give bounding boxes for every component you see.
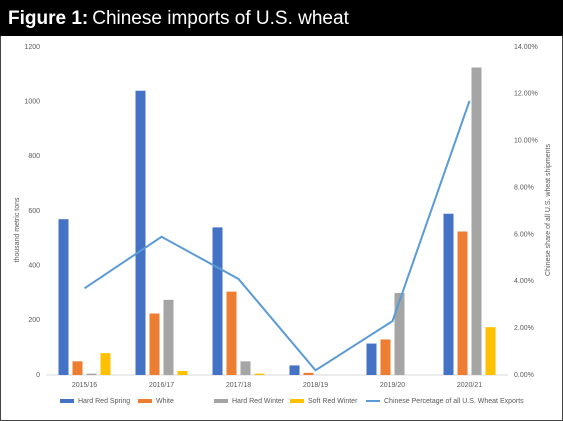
bar: [443, 213, 454, 375]
y-tick-label: 400: [28, 263, 40, 270]
bar: [100, 353, 111, 375]
bar: [240, 361, 251, 375]
x-tick-label: 2017/18: [226, 382, 251, 389]
legend-label: Hard Red Spring: [78, 398, 130, 405]
bar: [72, 361, 83, 375]
y-axis-title: thousand metric tons: [14, 197, 21, 262]
x-tick-label: 2016/17: [149, 382, 174, 389]
bar: [303, 372, 314, 375]
bar: [394, 293, 405, 375]
bar: [58, 219, 69, 375]
bar: [254, 373, 265, 375]
y2-tick-label: 14.00%: [514, 44, 538, 51]
y2-tick-label: 0.00%: [514, 372, 534, 379]
title-bar: [0, 0, 563, 36]
y-tick-label: 1200: [24, 44, 40, 51]
y-tick-label: 200: [28, 317, 40, 324]
legend-label: Hard Red Winter: [232, 398, 285, 405]
x-tick-label: 2018/19: [303, 382, 328, 389]
bar: [135, 90, 146, 375]
x-tick-label: 2019/20: [380, 382, 405, 389]
y2-axis-title: Chinese share of all U.S. wheat shipment…: [545, 144, 552, 276]
title-label: Figure 1:: [8, 8, 88, 29]
bar: [457, 231, 468, 375]
bar: [380, 339, 391, 375]
y2-tick-label: 4.00%: [514, 278, 534, 285]
bar: [212, 227, 223, 375]
bar: [485, 327, 496, 375]
line-series: [83, 100, 471, 372]
bar: [149, 313, 160, 375]
bar: [471, 67, 482, 375]
legend-label: Chinese Percetage of all U.S. Wheat Expo…: [384, 398, 524, 405]
bar: [163, 299, 174, 375]
y-tick-label: 800: [28, 153, 40, 160]
legend-label: White: [156, 398, 174, 405]
y2-tick-label: 6.00%: [514, 231, 534, 238]
y2-tick-label: 10.00%: [514, 138, 538, 145]
bar: [177, 370, 188, 375]
y2-tick-label: 2.00%: [514, 325, 534, 332]
y2-tick-label: 12.00%: [514, 91, 538, 98]
y-tick-label: 0: [36, 372, 40, 379]
legend-swatch: [214, 399, 228, 403]
y-tick-label: 1000: [24, 99, 40, 106]
legend-label: Soft Red Winter: [308, 398, 358, 405]
bar: [86, 373, 97, 375]
bar: [366, 343, 377, 375]
x-tick-label: 2015/16: [72, 382, 97, 389]
legend-swatch: [290, 399, 304, 403]
bar: [289, 365, 300, 375]
y2-tick-label: 8.00%: [514, 184, 534, 191]
legend-swatch: [60, 399, 74, 403]
y-tick-label: 600: [28, 208, 40, 215]
bar: [226, 291, 237, 375]
title-text: Chinese imports of U.S. wheat: [92, 8, 349, 29]
x-tick-label: 2020/21: [457, 382, 482, 389]
legend-swatch: [138, 399, 152, 403]
chart-title: Figure 1: Chinese imports of U.S. wheat: [8, 8, 350, 29]
